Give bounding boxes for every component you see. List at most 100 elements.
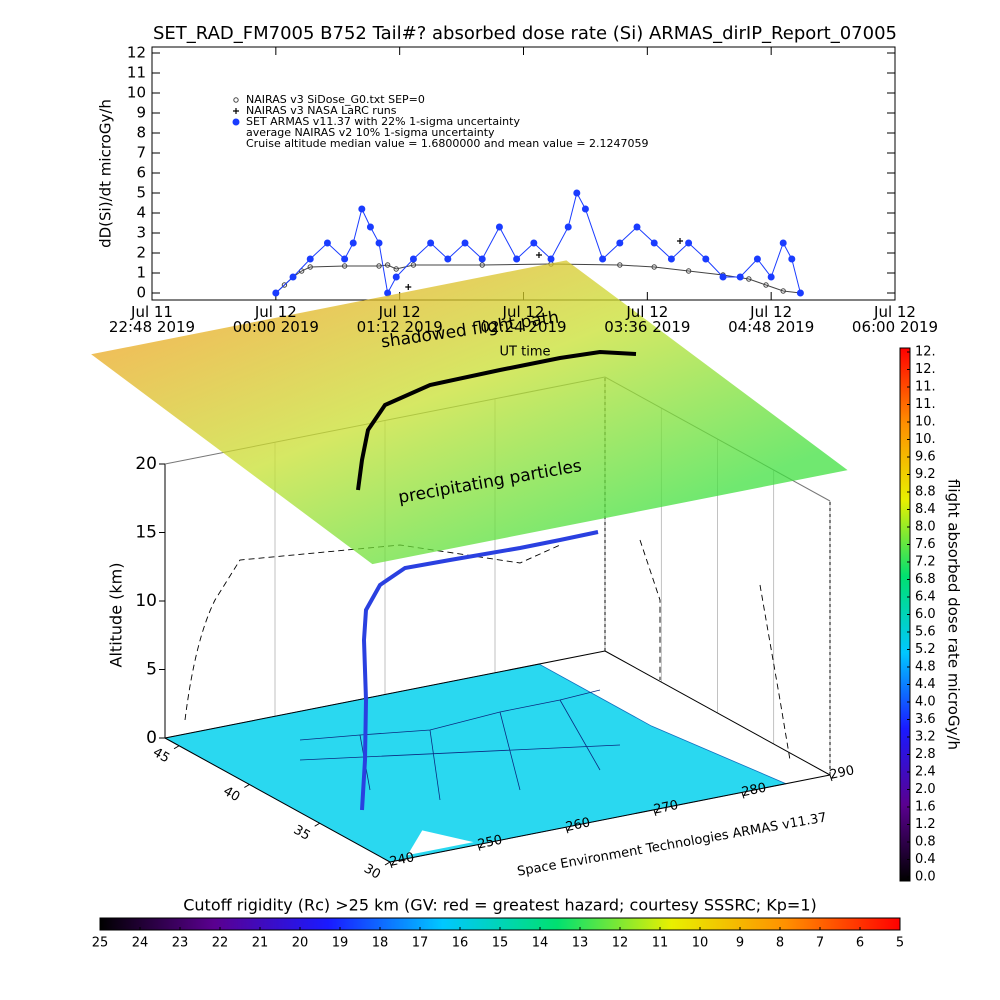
colorbar-tick-label: 14 <box>532 936 549 951</box>
data-point <box>341 263 348 269</box>
shadow-path <box>356 349 637 491</box>
colorbar-tick-label: 8 <box>776 936 784 951</box>
colorbar-label: flight absorbed dose rate microGy/h <box>945 479 963 750</box>
x-axis <box>389 774 831 863</box>
y-axis <box>164 737 391 863</box>
x-tick-label: 260 <box>564 815 591 835</box>
x-tick-label: 290 <box>828 763 855 783</box>
data-point <box>779 239 787 247</box>
x-tick-label: Jul 12 03:36 2019 <box>604 303 691 336</box>
y-tick-label: 6 <box>136 164 146 182</box>
data-point <box>780 288 786 294</box>
colorbar-tick-label: 22 <box>212 936 229 951</box>
z-axis-label: Altitude (km) <box>107 563 126 668</box>
legend-label: NAIRAS v3 SiDose_G0.txt SEP=0 <box>246 93 425 106</box>
data-point <box>650 239 658 247</box>
colorbar-tick-label: 1.2 <box>915 817 936 832</box>
data-point <box>767 273 775 281</box>
data-point <box>393 266 399 272</box>
legend-label: SET ARMAS v11.37 with 22% 1-sigma uncert… <box>246 115 520 128</box>
colorbar-tick-label: 7.6 <box>915 537 936 552</box>
data-point <box>763 282 769 288</box>
z-tick-label: 5 <box>146 660 157 680</box>
annotation: UT time <box>500 345 551 360</box>
colorbar-tick-label: 12. <box>915 345 936 360</box>
y-axis-label: dD(Si)/dt microGy/h <box>97 99 115 248</box>
colorbar-tick-label: 5.2 <box>915 642 936 657</box>
data-point <box>375 239 383 247</box>
colorbar-tick-label: 12 <box>612 936 629 951</box>
colorbar-tick-label: 11 <box>652 936 669 951</box>
data-point <box>444 255 452 263</box>
data-point <box>427 239 435 247</box>
z-tick-label: 0 <box>146 728 157 748</box>
legend-marker <box>233 108 239 114</box>
x-tick <box>477 844 481 851</box>
colorbar-tick-label: 2.0 <box>915 782 936 797</box>
colorbar-tick-label: 6 <box>856 936 864 951</box>
colorbar-tick-label: 16 <box>452 936 469 951</box>
colorbar-tick-label: 20 <box>292 936 309 951</box>
x-tick-label: 250 <box>476 833 503 853</box>
y-tick-label: 35 <box>291 823 313 844</box>
box-edge <box>604 650 831 776</box>
x-tick <box>741 792 745 799</box>
legend-label: NAIRAS v3 NASA LaRC runs <box>246 104 397 117</box>
y-tick <box>244 784 250 788</box>
x-tick-label: 270 <box>652 798 679 818</box>
legend-marker <box>233 97 239 103</box>
y-tick-label: 0 <box>136 284 146 302</box>
data-point <box>376 263 382 269</box>
z-tick-label: 15 <box>135 523 157 543</box>
data-point <box>461 239 469 247</box>
y-tick-label: 10 <box>127 84 146 102</box>
data-point <box>617 262 623 268</box>
colorbar-tick-label: 15 <box>492 936 509 951</box>
colorbar-tick-label: 9 <box>736 936 744 951</box>
data-point <box>651 264 657 270</box>
map-water <box>407 830 474 856</box>
data-point <box>685 268 692 274</box>
colorbar-tick-label: 19 <box>332 936 349 951</box>
data-point <box>685 239 693 247</box>
data-point <box>358 205 366 213</box>
map <box>163 663 788 863</box>
colorbar-tick-label: 17 <box>412 936 429 951</box>
wall-projection <box>184 539 791 761</box>
data-point <box>736 273 744 281</box>
y-tick-label: 7 <box>136 144 146 162</box>
y-tick <box>173 745 180 750</box>
data-point <box>409 255 417 263</box>
colorbar-tick-label: 2.4 <box>915 765 936 780</box>
colorbar-tick-label: 9.2 <box>915 467 936 482</box>
data-point <box>535 252 542 258</box>
chart-title: SET_RAD_FM7005 B752 Tail#? absorbed dose… <box>153 23 897 44</box>
data-point <box>753 255 761 263</box>
colorbar-tick-label: 10 <box>692 936 709 951</box>
data-point <box>719 273 727 281</box>
x-tick-label: Jul 12 04:48 2019 <box>728 303 815 336</box>
colorbar-tick-label: 3.2 <box>915 730 936 745</box>
series-line <box>275 263 801 294</box>
colorbar-tick-label: 10. <box>915 415 936 430</box>
data-point <box>289 273 297 281</box>
data-point <box>366 223 374 231</box>
data-point <box>306 255 314 263</box>
x-tick <box>653 809 657 816</box>
colorbar-tick-label: 6.8 <box>915 572 936 587</box>
data-point <box>581 205 589 213</box>
x-tick-label: 240 <box>388 850 415 870</box>
x-tick <box>389 861 393 869</box>
box-edge <box>164 650 606 739</box>
x-tick-label: Jul 12 00:00 2019 <box>232 303 319 336</box>
data-point <box>384 262 391 268</box>
data-point <box>410 262 417 268</box>
colorbar-tick-label: 4.4 <box>915 677 936 692</box>
colorbar-tick-label: 4.8 <box>915 660 936 675</box>
z-tick-label: 10 <box>135 591 157 611</box>
colorbar-tick-label: 11. <box>915 397 936 412</box>
data-point <box>341 255 349 263</box>
colorbar-tick-label: 7 <box>816 936 824 951</box>
colorbar-tick-label: 10. <box>915 432 936 447</box>
flight-path <box>360 530 599 811</box>
